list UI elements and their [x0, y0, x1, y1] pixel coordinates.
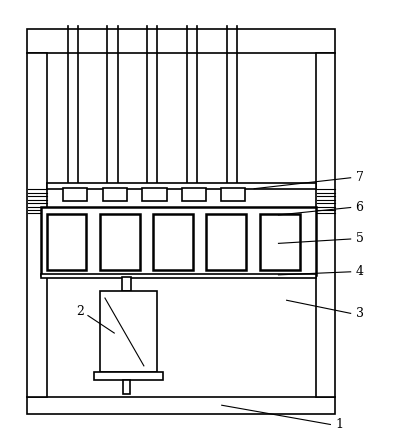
Bar	[182, 188, 206, 201]
Bar	[27, 397, 335, 414]
Bar	[94, 372, 163, 380]
Bar	[27, 29, 335, 53]
Text: 7: 7	[356, 171, 363, 184]
Bar	[100, 214, 140, 270]
Bar	[63, 188, 87, 201]
Bar	[142, 188, 166, 201]
Bar	[206, 214, 246, 270]
Text: 6: 6	[356, 201, 363, 214]
Text: 3: 3	[356, 307, 363, 320]
Bar	[41, 207, 316, 275]
Text: 4: 4	[356, 265, 363, 278]
Bar	[153, 214, 193, 270]
Text: 2: 2	[76, 305, 83, 318]
Bar	[123, 380, 131, 394]
Bar	[102, 188, 127, 201]
Bar	[316, 53, 335, 397]
Bar	[122, 277, 131, 291]
Text: 1: 1	[335, 418, 343, 431]
Bar	[41, 274, 316, 278]
Bar	[260, 214, 300, 270]
Text: 5: 5	[356, 233, 363, 245]
Bar	[100, 291, 157, 373]
Bar	[46, 183, 316, 189]
Bar	[27, 53, 46, 397]
Bar	[46, 214, 86, 270]
Bar	[221, 188, 245, 201]
